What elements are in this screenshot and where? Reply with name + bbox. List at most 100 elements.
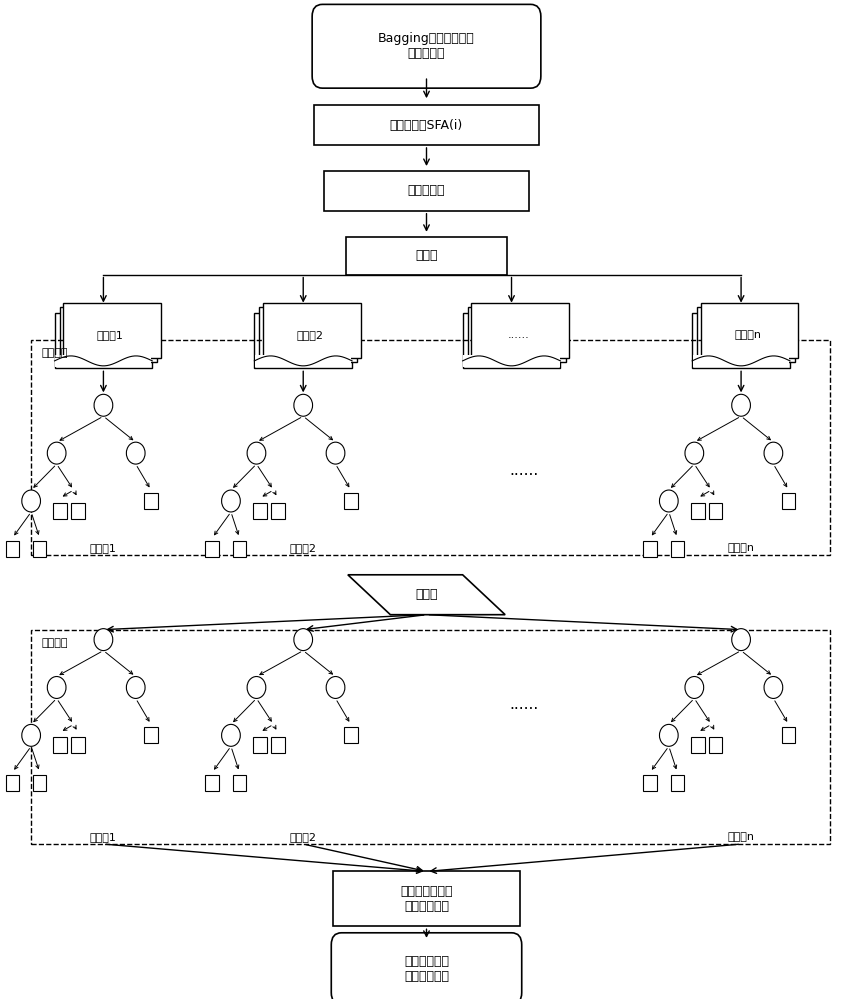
Circle shape bbox=[247, 442, 266, 464]
Bar bbox=[6, 775, 20, 791]
Text: 故障分类: 故障分类 bbox=[41, 638, 68, 648]
Circle shape bbox=[94, 394, 112, 416]
Text: 决策树n: 决策树n bbox=[727, 543, 754, 553]
Bar bbox=[781, 493, 795, 509]
FancyBboxPatch shape bbox=[332, 871, 520, 926]
Text: 提取慢特征SFA(i): 提取慢特征SFA(i) bbox=[389, 119, 463, 132]
Bar bbox=[33, 775, 46, 791]
Circle shape bbox=[94, 629, 112, 651]
Bar bbox=[781, 727, 795, 743]
Text: 决策儇1: 决策儇1 bbox=[89, 832, 117, 842]
Bar bbox=[271, 503, 285, 519]
Bar bbox=[71, 737, 84, 753]
Bar bbox=[696, 307, 794, 362]
Bar bbox=[467, 307, 565, 362]
Bar bbox=[642, 541, 656, 557]
Text: ......: ...... bbox=[509, 463, 538, 478]
Bar bbox=[670, 775, 683, 791]
Bar bbox=[6, 541, 20, 557]
Bar bbox=[144, 727, 158, 743]
Text: 生成森林: 生成森林 bbox=[41, 348, 68, 358]
Circle shape bbox=[294, 629, 312, 651]
Circle shape bbox=[294, 394, 312, 416]
Circle shape bbox=[659, 724, 677, 746]
Text: 决策儇2: 决策儇2 bbox=[290, 543, 316, 553]
Circle shape bbox=[731, 629, 750, 651]
Bar bbox=[708, 737, 722, 753]
Circle shape bbox=[684, 442, 703, 464]
Circle shape bbox=[247, 677, 266, 698]
Text: 训练集2: 训练集2 bbox=[296, 330, 323, 340]
Circle shape bbox=[731, 394, 750, 416]
Text: ......: ...... bbox=[507, 330, 528, 340]
Bar bbox=[470, 303, 568, 358]
Text: 注意力加权: 注意力加权 bbox=[407, 184, 445, 197]
FancyBboxPatch shape bbox=[345, 237, 507, 275]
Polygon shape bbox=[348, 575, 504, 615]
Bar bbox=[670, 541, 683, 557]
Bar bbox=[690, 503, 704, 519]
Text: 决策儇1: 决策儇1 bbox=[89, 543, 117, 553]
Text: 决策树n: 决策树n bbox=[727, 832, 754, 842]
Bar bbox=[233, 541, 246, 557]
Text: 决策儇2: 决策儇2 bbox=[290, 832, 316, 842]
Bar bbox=[253, 737, 267, 753]
Text: Bagging采样划分训练
集和测试集: Bagging采样划分训练 集和测试集 bbox=[377, 32, 475, 60]
Circle shape bbox=[684, 677, 703, 698]
Text: 测试集: 测试集 bbox=[415, 588, 437, 601]
Bar bbox=[63, 303, 161, 358]
Text: ......: ...... bbox=[509, 697, 538, 712]
Bar bbox=[32, 340, 829, 555]
Bar bbox=[71, 503, 84, 519]
Bar bbox=[699, 303, 797, 358]
Bar bbox=[53, 503, 66, 519]
Bar bbox=[55, 355, 152, 367]
Circle shape bbox=[47, 677, 66, 698]
Bar bbox=[642, 775, 656, 791]
Bar bbox=[708, 503, 722, 519]
Bar bbox=[205, 541, 219, 557]
Circle shape bbox=[659, 490, 677, 512]
Circle shape bbox=[763, 677, 782, 698]
Bar bbox=[343, 493, 357, 509]
Bar bbox=[33, 541, 46, 557]
FancyBboxPatch shape bbox=[324, 171, 528, 211]
Bar bbox=[259, 307, 357, 362]
Bar bbox=[255, 355, 351, 367]
Bar bbox=[205, 775, 219, 791]
Text: 求出每棵子决策
树分类的标签: 求出每棵子决策 树分类的标签 bbox=[400, 885, 452, 913]
Circle shape bbox=[763, 442, 782, 464]
Text: 训练集: 训练集 bbox=[415, 249, 437, 262]
Circle shape bbox=[126, 677, 145, 698]
Bar bbox=[463, 355, 559, 367]
FancyBboxPatch shape bbox=[331, 933, 521, 1000]
Bar bbox=[32, 630, 829, 844]
Bar bbox=[692, 355, 788, 367]
Bar bbox=[233, 775, 246, 791]
Circle shape bbox=[126, 442, 145, 464]
Bar bbox=[690, 737, 704, 753]
Bar bbox=[144, 493, 158, 509]
Text: 训练集1: 训练集1 bbox=[96, 330, 124, 340]
Bar bbox=[262, 303, 360, 358]
Circle shape bbox=[22, 724, 40, 746]
Text: 训练集n: 训练集n bbox=[734, 330, 761, 340]
Bar bbox=[271, 737, 285, 753]
Bar bbox=[253, 503, 267, 519]
FancyBboxPatch shape bbox=[312, 4, 540, 88]
Circle shape bbox=[325, 677, 344, 698]
Bar bbox=[60, 307, 158, 362]
Circle shape bbox=[325, 442, 344, 464]
Bar bbox=[254, 313, 352, 368]
Bar bbox=[462, 313, 560, 368]
Circle shape bbox=[222, 490, 240, 512]
Circle shape bbox=[222, 724, 240, 746]
FancyBboxPatch shape bbox=[314, 105, 538, 145]
Text: 得出比例阀故
障的最终标签: 得出比例阀故 障的最终标签 bbox=[404, 955, 448, 983]
Bar bbox=[55, 313, 153, 368]
Bar bbox=[53, 737, 66, 753]
Circle shape bbox=[22, 490, 40, 512]
Bar bbox=[691, 313, 789, 368]
Circle shape bbox=[47, 442, 66, 464]
Bar bbox=[343, 727, 357, 743]
